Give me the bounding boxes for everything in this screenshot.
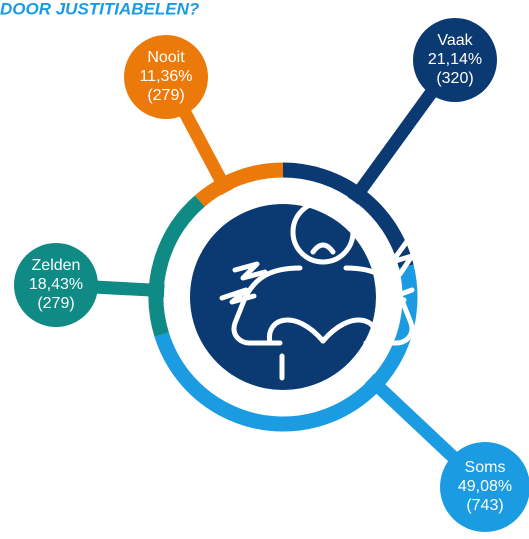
value-label: 49,08% <box>458 478 512 495</box>
count-label: (279) <box>147 87 184 104</box>
category-label: Soms <box>465 459 506 476</box>
donut-segment <box>148 195 205 337</box>
donut-segment <box>282 162 414 269</box>
label-bubble <box>413 18 497 102</box>
count-label: (279) <box>37 295 74 312</box>
donut-segment <box>194 162 284 207</box>
value-label: 21,14% <box>428 51 482 68</box>
chart-title: DOOR JUSTITIABELEN? <box>0 0 200 18</box>
icon <box>219 199 415 381</box>
count-label: (743) <box>466 497 503 514</box>
value-label: 18,43% <box>29 276 83 293</box>
value-label: 11,36% <box>139 68 192 85</box>
count-label: (320) <box>436 70 473 87</box>
category-label: Nooit <box>147 49 185 66</box>
category-label: Zelden <box>32 257 81 274</box>
category-label: Vaak <box>437 32 473 49</box>
label-bubble <box>124 35 208 119</box>
label-bubble <box>14 243 98 327</box>
donut-segment <box>154 264 418 432</box>
label-bubble <box>440 442 529 532</box>
